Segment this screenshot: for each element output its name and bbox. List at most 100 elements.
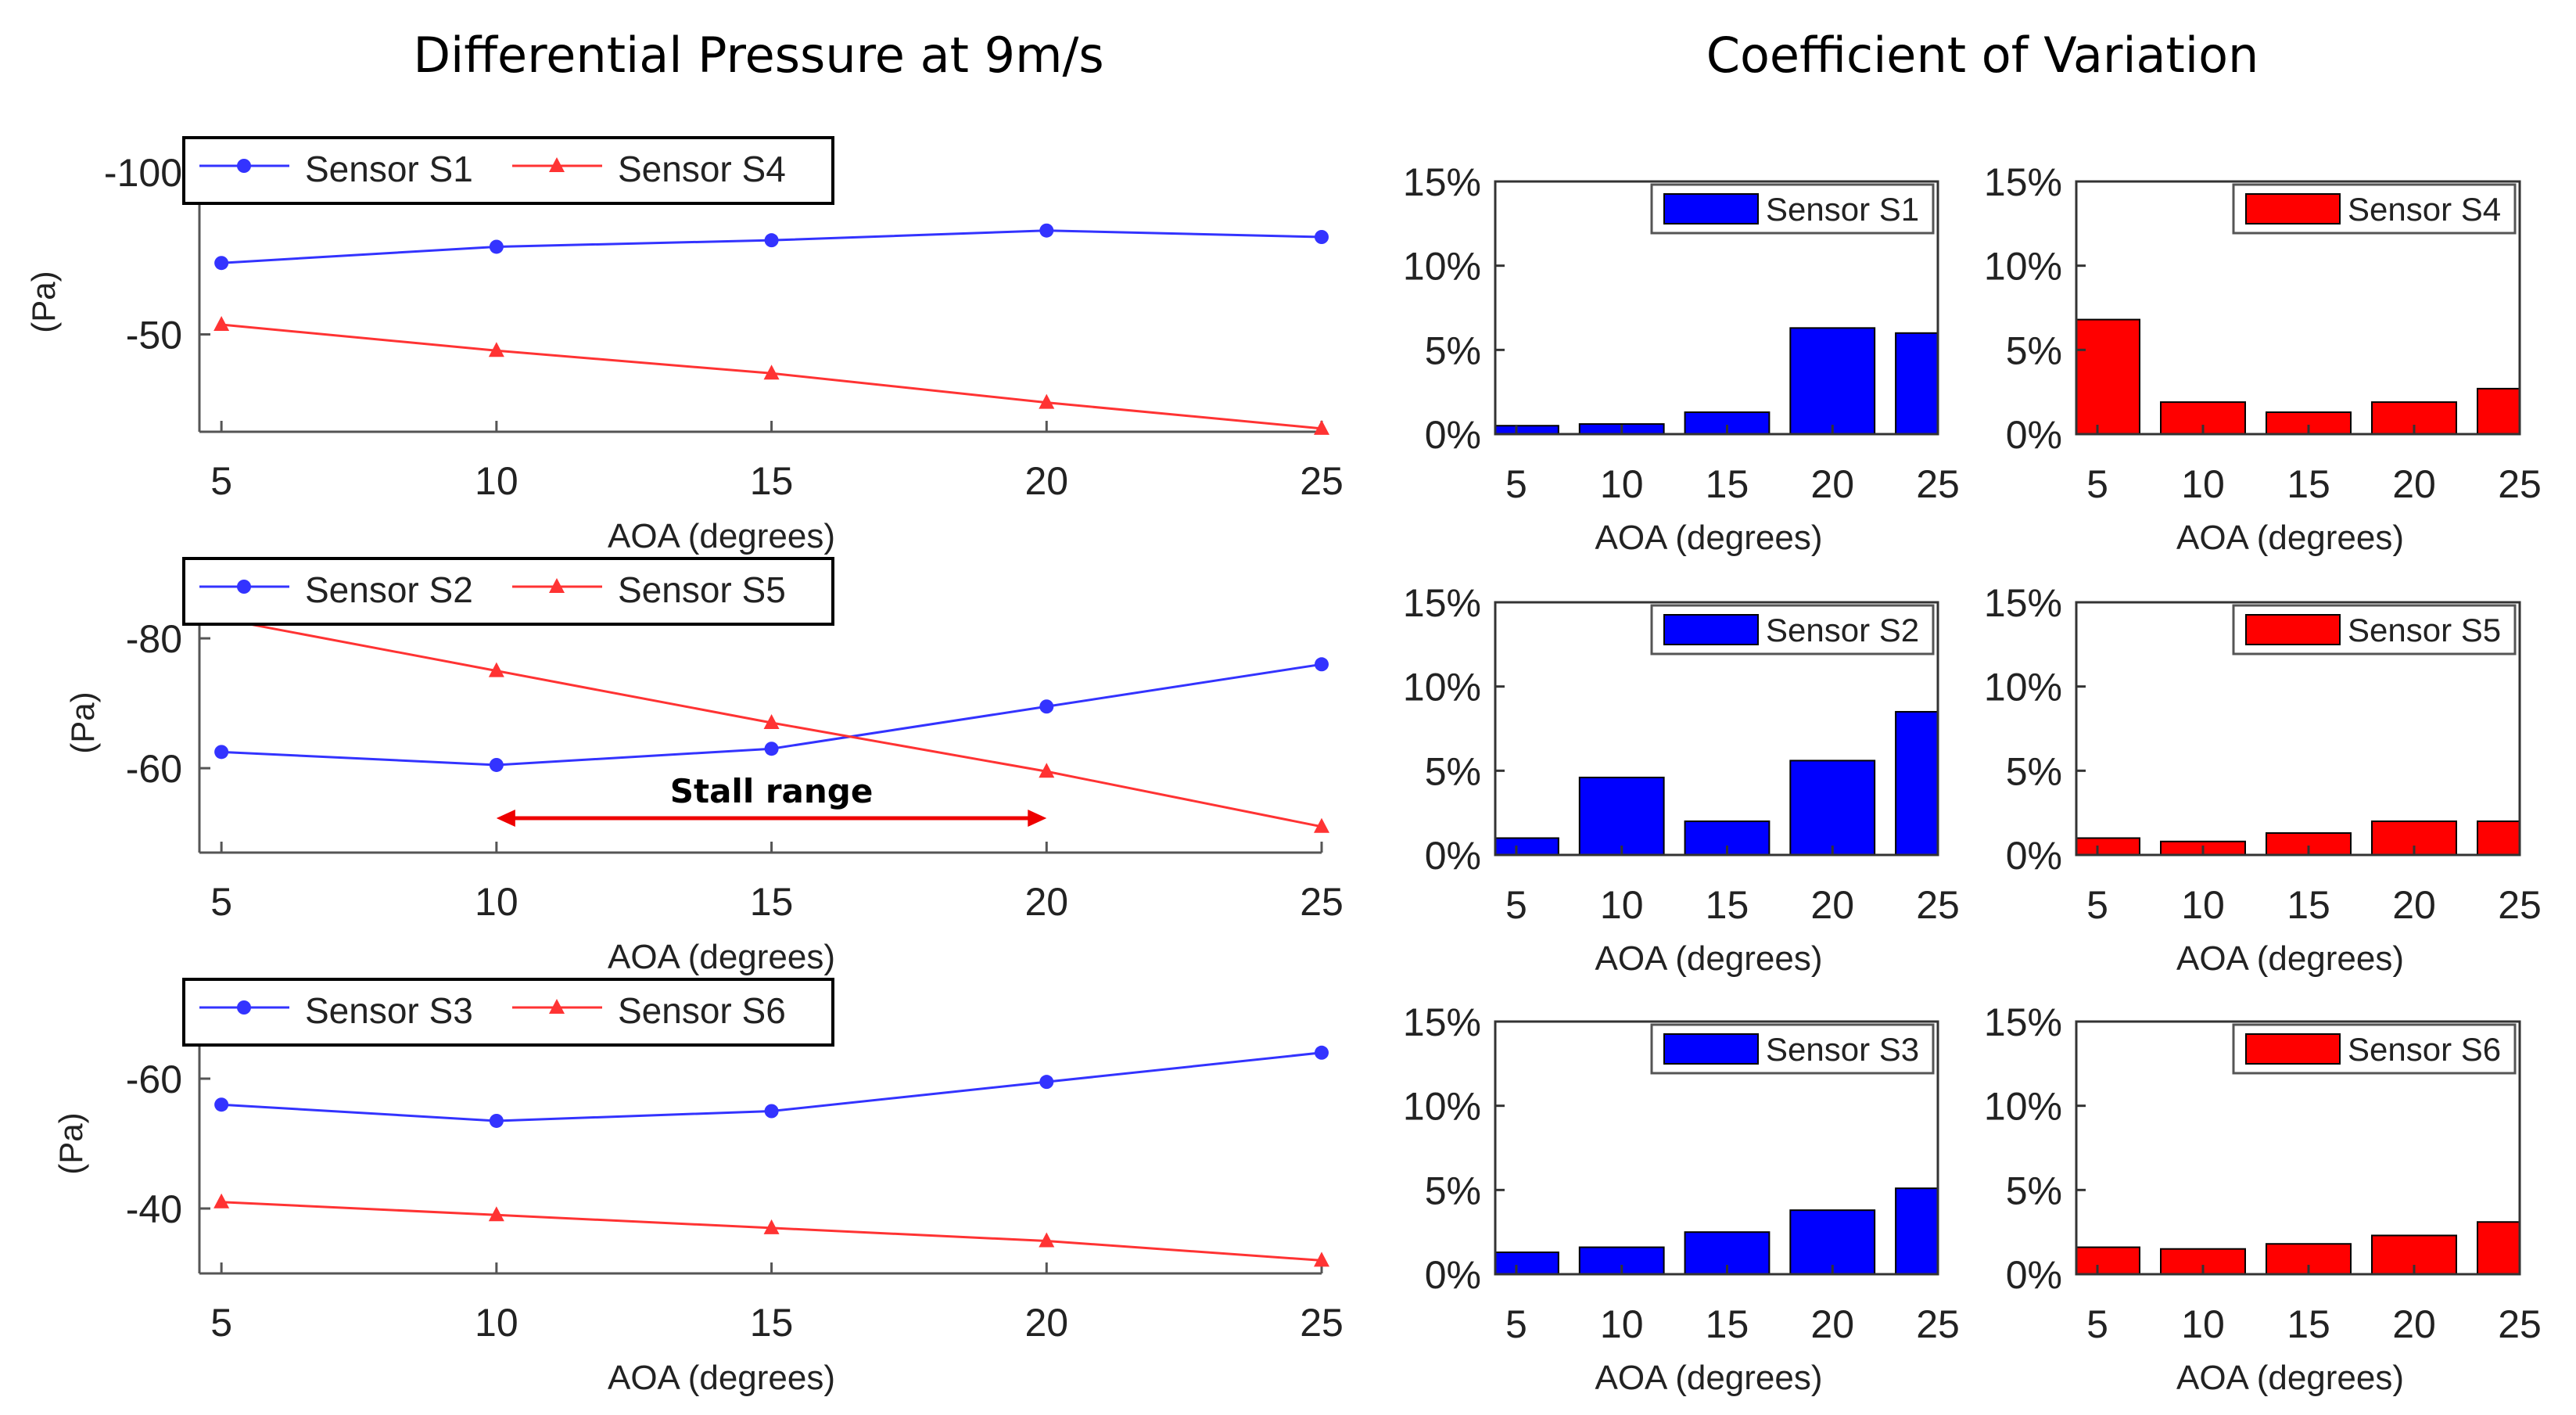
bar_s6-bar bbox=[2076, 1246, 2140, 1275]
bar_s3-x-tick-label: 10 bbox=[1600, 1302, 1644, 1346]
line1-y-label: (Pa) bbox=[25, 271, 62, 332]
bar_s4-legend-label: Sensor S4 bbox=[2348, 191, 2501, 228]
bar_s4-y-tick-label: 0% bbox=[2006, 413, 2062, 457]
bar_s4-legend-swatch bbox=[2245, 193, 2341, 224]
bar_s6-y-tick-label: 15% bbox=[1984, 1000, 2062, 1044]
line3-y-label: (Pa) bbox=[52, 1112, 89, 1174]
line1-point bbox=[488, 342, 504, 357]
bar_s5-x-tick-label: 10 bbox=[2181, 883, 2225, 927]
bar_s6-y-tick-label: 0% bbox=[2006, 1253, 2062, 1297]
line3-y-tick-label: -40 bbox=[126, 1187, 182, 1231]
line1-point bbox=[1039, 223, 1054, 238]
line2-legend bbox=[182, 557, 834, 626]
bar_s5-bar bbox=[2477, 820, 2520, 857]
line1-legend-label-1: Sensor S1 bbox=[305, 149, 473, 189]
bar_s5-legend-label: Sensor S5 bbox=[2348, 612, 2501, 648]
bar_s2-chart: 0% 5% 10% 15% 5 10 15 20 25 AOA (degrees) Sensor S… bbox=[1403, 581, 1960, 978]
line2-legend-label-1: Sensor S2 bbox=[305, 569, 473, 610]
bar_s3-x-tick-label: 5 bbox=[1505, 1302, 1527, 1346]
bar_s3-legend-label: Sensor S3 bbox=[1766, 1031, 1919, 1068]
bar_s1-bar bbox=[1494, 425, 1559, 436]
bar_s4-chart: 0% 5% 10% 15% 5 10 15 20 25 AOA (degrees) Sensor S… bbox=[1984, 160, 2542, 557]
line2-point bbox=[488, 662, 504, 677]
line3-x-tick-label: 5 bbox=[210, 1301, 232, 1345]
bar_s2-x-tick-label: 10 bbox=[1600, 883, 1644, 927]
bar_s3-y-tick-label: 0% bbox=[1425, 1253, 1481, 1297]
bar_s3-bar bbox=[1895, 1187, 1939, 1276]
line2-point bbox=[763, 714, 780, 729]
bar_s3-plot-frame bbox=[1494, 1020, 1939, 1276]
line2-legend-marker-2 bbox=[549, 578, 565, 593]
line1-x-tick-label: 5 bbox=[210, 459, 232, 503]
line2-point bbox=[214, 745, 229, 760]
line2-point bbox=[1039, 763, 1055, 778]
bar_s5-plot-frame bbox=[2075, 601, 2521, 857]
bar_s4-x-tick-label: 25 bbox=[2498, 462, 2542, 506]
bar_s2-y-tick-label: 5% bbox=[1425, 749, 1481, 793]
line3-legend-marker-2 bbox=[549, 999, 565, 1014]
bar_s2-x-tick-label: 5 bbox=[1505, 883, 1527, 927]
bar_s6-legend-label: Sensor S6 bbox=[2348, 1031, 2501, 1068]
bar_s2-x-tick-label: 15 bbox=[1706, 883, 1749, 927]
bar_s5-y-tick-label: 15% bbox=[1984, 581, 2062, 625]
bar_s5-legend-swatch bbox=[2245, 614, 2341, 645]
bar_s2-bar bbox=[1578, 776, 1665, 856]
bar_s5-y-tick-label: 10% bbox=[1984, 666, 2062, 709]
bar_s3-legend-swatch bbox=[1663, 1033, 1759, 1065]
left-title: Differential Pressure at 9m/s bbox=[413, 27, 1103, 84]
bar_s2-legend-label: Sensor S2 bbox=[1766, 612, 1919, 648]
bar_s5-y-tick-label: 0% bbox=[2006, 834, 2062, 878]
line3-point bbox=[1314, 1252, 1329, 1267]
bar_s3-x-tick-label: 25 bbox=[1916, 1302, 1960, 1346]
bar_s1-y-tick-label: 0% bbox=[1425, 413, 1481, 457]
line1-x-tick-label: 25 bbox=[1300, 459, 1344, 503]
line1-legend-label-2: Sensor S4 bbox=[618, 149, 786, 189]
line3-x-tick-label: 20 bbox=[1024, 1301, 1068, 1345]
bar_s3-bar bbox=[1789, 1209, 1876, 1276]
bar_s4-y-tick-label: 15% bbox=[1984, 160, 2062, 204]
bar_s1-bar bbox=[1895, 332, 1939, 435]
line2-legend-marker-1 bbox=[237, 580, 251, 594]
bar_s5-chart: 0% 5% 10% 15% 5 10 15 20 25 AOA (degrees) Sensor S… bbox=[1984, 581, 2542, 978]
line2-y-tick-label: -60 bbox=[126, 747, 182, 791]
bar_s5-y-tick-label: 5% bbox=[2006, 749, 2062, 793]
bar_s5-bar bbox=[2076, 837, 2140, 857]
bar_s2-plot-frame bbox=[1494, 601, 1939, 857]
bar_s3-x-label: AOA (degrees) bbox=[1595, 1359, 1822, 1397]
line2-arrow-head-left bbox=[496, 810, 515, 827]
line2-y-label: (Pa) bbox=[64, 691, 101, 753]
bar_s1-x-tick-label: 5 bbox=[1505, 462, 1527, 506]
line3-point bbox=[213, 1193, 230, 1208]
line3-chart: 5 10 15 20 25 -60 -40 AOA (degrees) (Pa) Sensor S… bbox=[52, 978, 1344, 1397]
bar_s2-y-tick-label: 0% bbox=[1425, 834, 1481, 878]
bar_s3-y-tick-label: 10% bbox=[1403, 1085, 1481, 1129]
bar_s1-bar bbox=[1789, 327, 1876, 435]
bar_s1-chart: 0% 5% 10% 15% 5 10 15 20 25 AOA (degrees) Sensor S… bbox=[1403, 160, 1960, 557]
line2-point bbox=[489, 757, 504, 772]
bar_s1-x-tick-label: 15 bbox=[1706, 462, 1749, 506]
line2-arrow-head-right bbox=[1028, 810, 1047, 827]
bar_s6-x-tick-label: 10 bbox=[2181, 1302, 2225, 1346]
bar_s3-y-tick-label: 15% bbox=[1403, 1000, 1481, 1044]
line1-x-tick-label: 20 bbox=[1024, 459, 1068, 503]
line3-legend bbox=[182, 978, 834, 1047]
bar_s3-chart: 0% 5% 10% 15% 5 10 15 20 25 AOA (degrees) Sensor S… bbox=[1403, 1000, 1960, 1397]
bar_s2-y-tick-label: 10% bbox=[1403, 666, 1481, 709]
bar_s6-x-tick-label: 20 bbox=[2392, 1302, 2436, 1346]
line1-point bbox=[1314, 419, 1329, 435]
bar_s6-legend-swatch bbox=[2245, 1033, 2341, 1065]
bar_s4-x-tick-label: 5 bbox=[2086, 462, 2108, 506]
bar_s2-y-tick-label: 15% bbox=[1403, 581, 1481, 625]
bar_s3-y-tick-label: 5% bbox=[1425, 1169, 1481, 1212]
bar_s4-plot-frame bbox=[2075, 180, 2521, 436]
bar_s3-bar bbox=[1494, 1252, 1559, 1276]
line2-x-tick-label: 15 bbox=[750, 880, 794, 924]
bar_s6-plot-frame bbox=[2075, 1020, 2521, 1276]
bar_s5-x-tick-label: 20 bbox=[2392, 883, 2436, 927]
bar_s4-bar bbox=[2477, 387, 2520, 435]
bar_s6-chart: 0% 5% 10% 15% 5 10 15 20 25 AOA (degrees) Sensor S… bbox=[1984, 1000, 2542, 1397]
line2-x-label: AOA (degrees) bbox=[608, 938, 835, 976]
line3-point bbox=[214, 1097, 229, 1112]
line2-legend-label-2: Sensor S5 bbox=[618, 569, 786, 610]
